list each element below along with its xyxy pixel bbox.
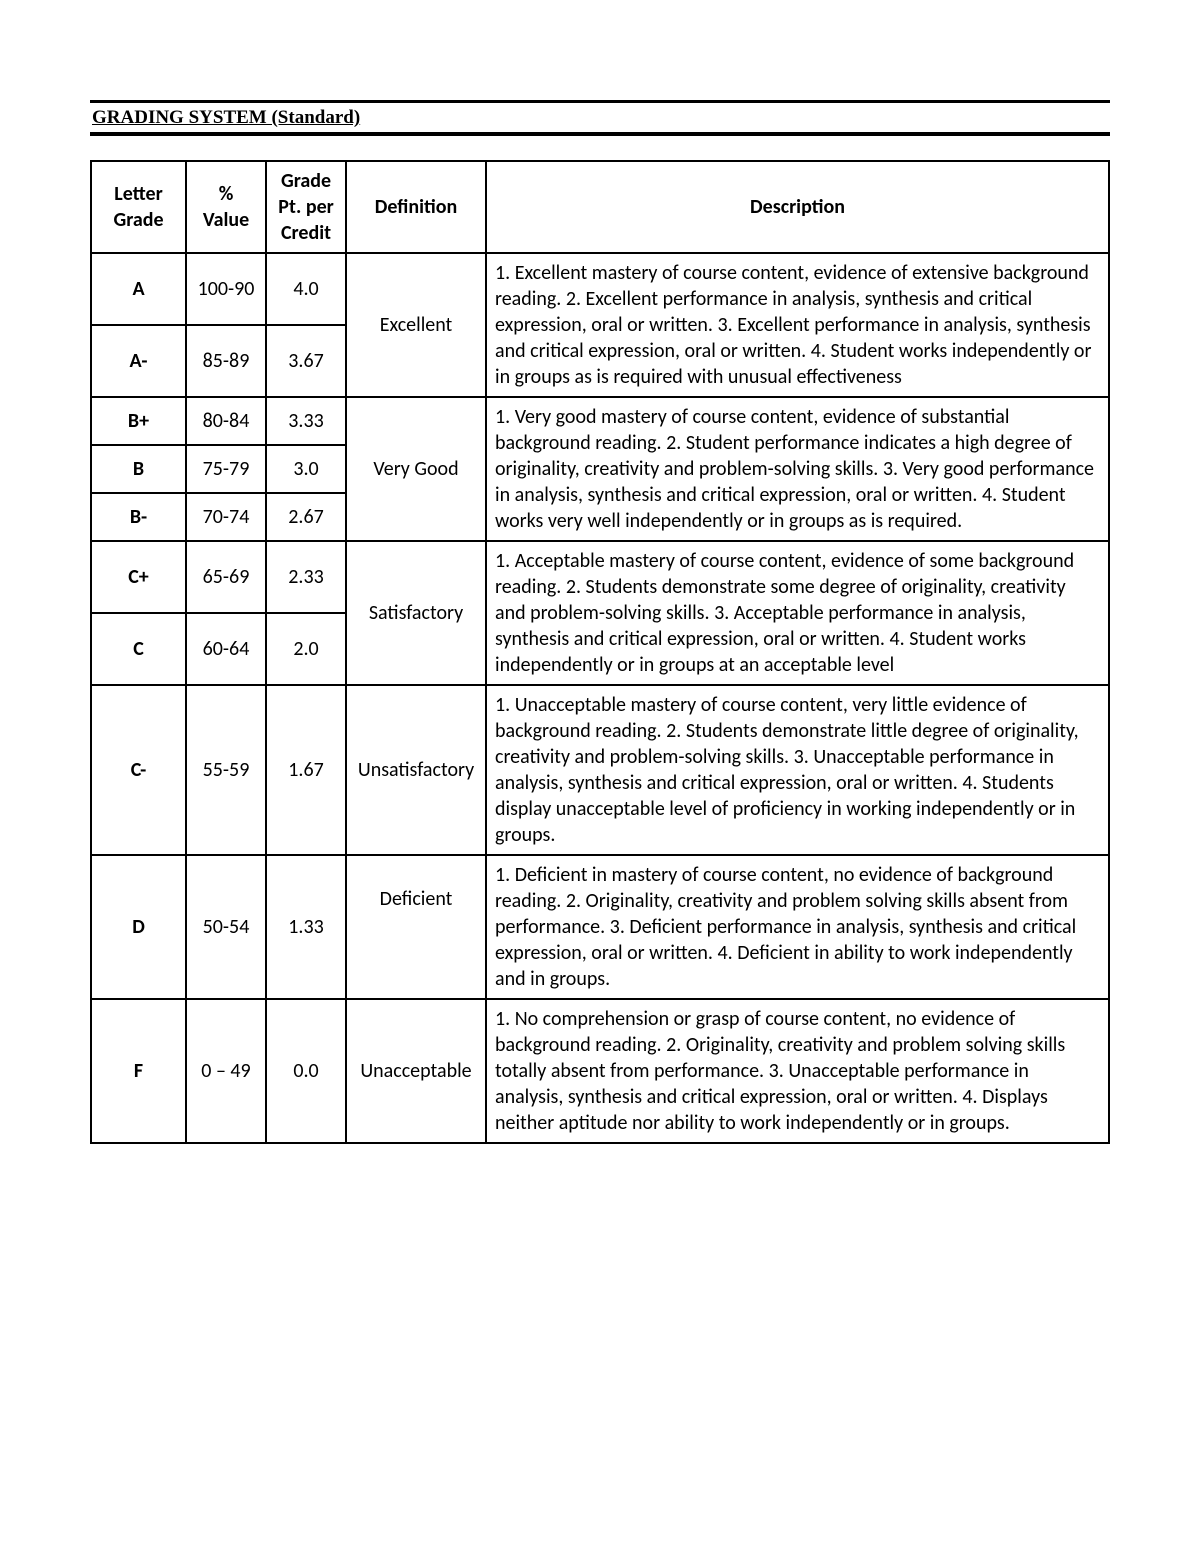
col-header-letter: Letter Grade	[91, 161, 186, 253]
cell-letter: B-	[91, 493, 186, 541]
table-row: F 0 – 49 0.0 Unacceptable 1. No comprehe…	[91, 999, 1109, 1143]
cell-description: 1. Very good mastery of course content, …	[486, 397, 1109, 541]
cell-definition: Satisfactory	[346, 541, 486, 685]
cell-letter: A-	[91, 325, 186, 397]
cell-pct: 65-69	[186, 541, 266, 613]
table-header-row: Letter Grade % Value Grade Pt. per Credi…	[91, 161, 1109, 253]
cell-letter: B	[91, 445, 186, 493]
table-row: D 50-54 1.33 Deficient 1. Deficient in m…	[91, 855, 1109, 999]
cell-gp: 1.33	[266, 855, 346, 999]
col-header-desc: Description	[486, 161, 1109, 253]
grading-table: Letter Grade % Value Grade Pt. per Credi…	[90, 160, 1110, 1144]
cell-gp: 3.67	[266, 325, 346, 397]
cell-pct: 0 – 49	[186, 999, 266, 1143]
col-header-pct: % Value	[186, 161, 266, 253]
page: GRADING SYSTEM (Standard) Letter Grade %…	[0, 0, 1200, 1234]
cell-letter: F	[91, 999, 186, 1143]
col-header-gp: Grade Pt. per Credit	[266, 161, 346, 253]
cell-pct: 55-59	[186, 685, 266, 855]
cell-pct: 100-90	[186, 253, 266, 325]
cell-pct: 50-54	[186, 855, 266, 999]
col-header-def: Definition	[346, 161, 486, 253]
table-row: B+ 80-84 3.33 Very Good 1. Very good mas…	[91, 397, 1109, 445]
cell-pct: 85-89	[186, 325, 266, 397]
cell-letter: C+	[91, 541, 186, 613]
cell-definition: Unsatisfactory	[346, 685, 486, 855]
cell-letter: C-	[91, 685, 186, 855]
cell-gp: 3.33	[266, 397, 346, 445]
cell-gp: 2.0	[266, 613, 346, 685]
cell-description: 1. Acceptable mastery of course content,…	[486, 541, 1109, 685]
cell-description: 1. Excellent mastery of course content, …	[486, 253, 1109, 397]
cell-gp: 3.0	[266, 445, 346, 493]
cell-definition: Very Good	[346, 397, 486, 541]
cell-gp: 0.0	[266, 999, 346, 1143]
cell-gp: 2.33	[266, 541, 346, 613]
cell-letter: D	[91, 855, 186, 999]
cell-definition: Unacceptable	[346, 999, 486, 1143]
cell-letter: A	[91, 253, 186, 325]
cell-description: 1. Unacceptable mastery of course conten…	[486, 685, 1109, 855]
section-heading: GRADING SYSTEM (Standard)	[92, 107, 360, 128]
cell-pct: 80-84	[186, 397, 266, 445]
cell-pct: 70-74	[186, 493, 266, 541]
cell-letter: B+	[91, 397, 186, 445]
table-row: C+ 65-69 2.33 Satisfactory 1. Acceptable…	[91, 541, 1109, 613]
cell-gp: 2.67	[266, 493, 346, 541]
cell-description: 1. No comprehension or grasp of course c…	[486, 999, 1109, 1143]
section-heading-block: GRADING SYSTEM (Standard)	[90, 100, 1110, 136]
cell-definition: Deficient	[346, 855, 486, 999]
cell-gp: 1.67	[266, 685, 346, 855]
table-row: A 100-90 4.0 Excellent 1. Excellent mast…	[91, 253, 1109, 325]
table-row: C- 55-59 1.67 Unsatisfactory 1. Unaccept…	[91, 685, 1109, 855]
cell-pct: 60-64	[186, 613, 266, 685]
cell-letter: C	[91, 613, 186, 685]
cell-gp: 4.0	[266, 253, 346, 325]
cell-definition: Excellent	[346, 253, 486, 397]
cell-description: 1. Deficient in mastery of course conten…	[486, 855, 1109, 999]
cell-pct: 75-79	[186, 445, 266, 493]
